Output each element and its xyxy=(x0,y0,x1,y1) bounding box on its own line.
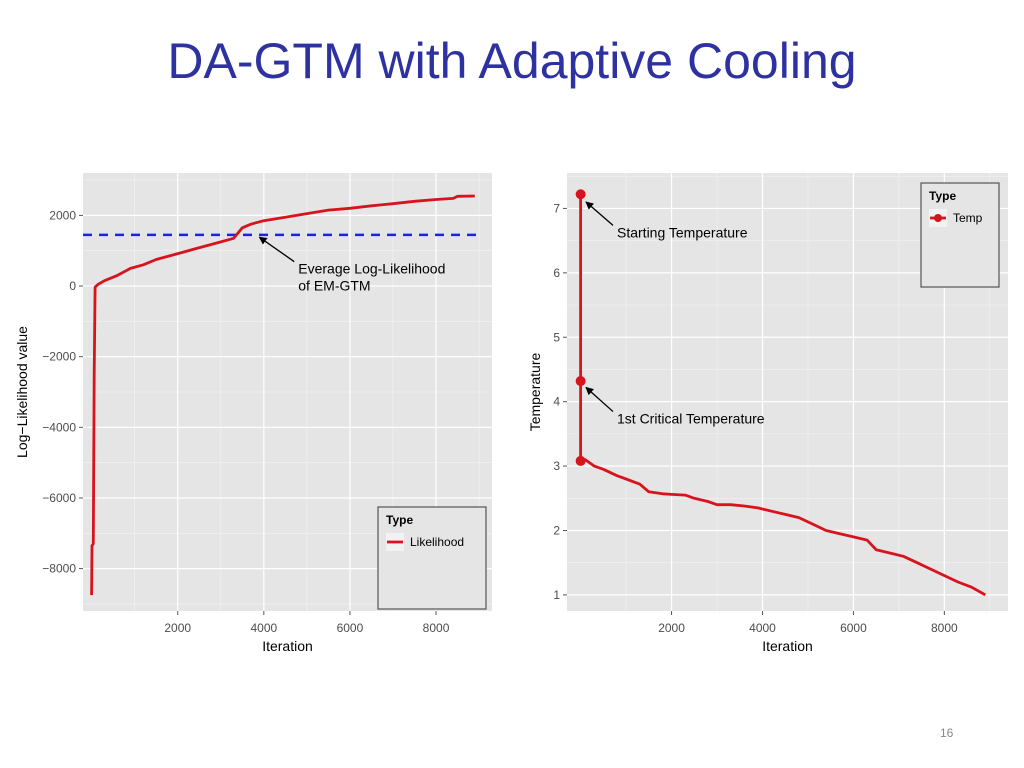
legend-title: Type xyxy=(929,189,956,203)
y-axis-title: Log−Likelihood value xyxy=(14,326,30,458)
y-tick-label: −4000 xyxy=(42,420,76,434)
y-axis-title: Temperature xyxy=(527,352,543,431)
x-axis-title: Iteration xyxy=(262,638,313,654)
x-tick-label: 8000 xyxy=(931,621,958,635)
data-point-marker xyxy=(575,189,586,200)
series-line-likelihood xyxy=(90,194,475,596)
annotation-text: Everage Log-Likelihood of EM-GTM xyxy=(298,261,445,294)
x-axis-title: Iteration xyxy=(762,638,813,654)
x-tick-label: 4000 xyxy=(749,621,776,635)
y-tick-label: 7 xyxy=(553,201,560,215)
slide-title: DA-GTM with Adaptive Cooling xyxy=(167,33,857,89)
annotation-arrow xyxy=(585,201,614,226)
annotation-text: 1st Critical Temperature xyxy=(617,411,765,427)
annotation-line: of EM-GTM xyxy=(298,278,370,294)
legend-entry-label: Likelihood xyxy=(410,535,464,549)
x-tick-label: 6000 xyxy=(840,621,867,635)
log-likelihood-chart: 2000 4000 6000 8000 −8000 −6000 −4000 −2000 0 200… xyxy=(14,173,492,654)
x-tick-label: 6000 xyxy=(337,621,364,635)
temperature-chart: 2000 4000 6000 8000 1 2 3 4 5 6 7 Iteration Temperat… xyxy=(527,173,1008,654)
y-tick-label: 3 xyxy=(553,459,560,473)
legend-box xyxy=(920,182,1000,288)
y-tick-label: 5 xyxy=(553,330,560,344)
slide-page-number: 16 xyxy=(940,726,954,740)
annotation-arrow xyxy=(258,236,295,263)
y-tick-label: −8000 xyxy=(42,562,76,576)
x-tick-label: 2000 xyxy=(658,621,685,635)
x-tick-label: 4000 xyxy=(250,621,277,635)
data-point-marker xyxy=(575,376,586,387)
legend-title: Type xyxy=(386,513,413,527)
x-tick-label: 8000 xyxy=(423,621,450,635)
x-tick-label: 2000 xyxy=(164,621,191,635)
y-tick-label: −6000 xyxy=(42,491,76,505)
y-tick-label: 6 xyxy=(553,266,560,280)
annotation-arrow xyxy=(585,386,614,413)
legend-key-marker xyxy=(934,214,942,222)
y-tick-label: 1 xyxy=(553,588,560,602)
series-line-temp xyxy=(579,194,986,597)
y-tick-label: −2000 xyxy=(42,350,76,364)
annotation-line: Starting Temperature xyxy=(617,224,748,240)
annotation-line: 1st Critical Temperature xyxy=(617,411,765,427)
annotation-line: Everage Log-Likelihood xyxy=(298,261,445,277)
annotation-text: Starting Temperature xyxy=(617,224,748,240)
legend-entry-label: Temp xyxy=(953,211,983,225)
legend-box xyxy=(377,506,487,610)
y-tick-label: 2000 xyxy=(49,208,76,222)
y-tick-label: 4 xyxy=(553,395,560,409)
y-tick-label: 0 xyxy=(69,279,76,293)
y-tick-label: 2 xyxy=(553,523,560,537)
data-point-marker xyxy=(575,455,586,466)
